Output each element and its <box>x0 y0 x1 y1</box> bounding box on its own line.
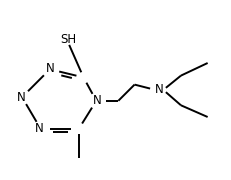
Text: N: N <box>16 91 25 104</box>
Text: N: N <box>93 94 101 107</box>
Text: N: N <box>35 122 44 135</box>
Text: SH: SH <box>60 33 76 46</box>
Text: N: N <box>154 83 163 96</box>
Text: N: N <box>45 62 54 75</box>
